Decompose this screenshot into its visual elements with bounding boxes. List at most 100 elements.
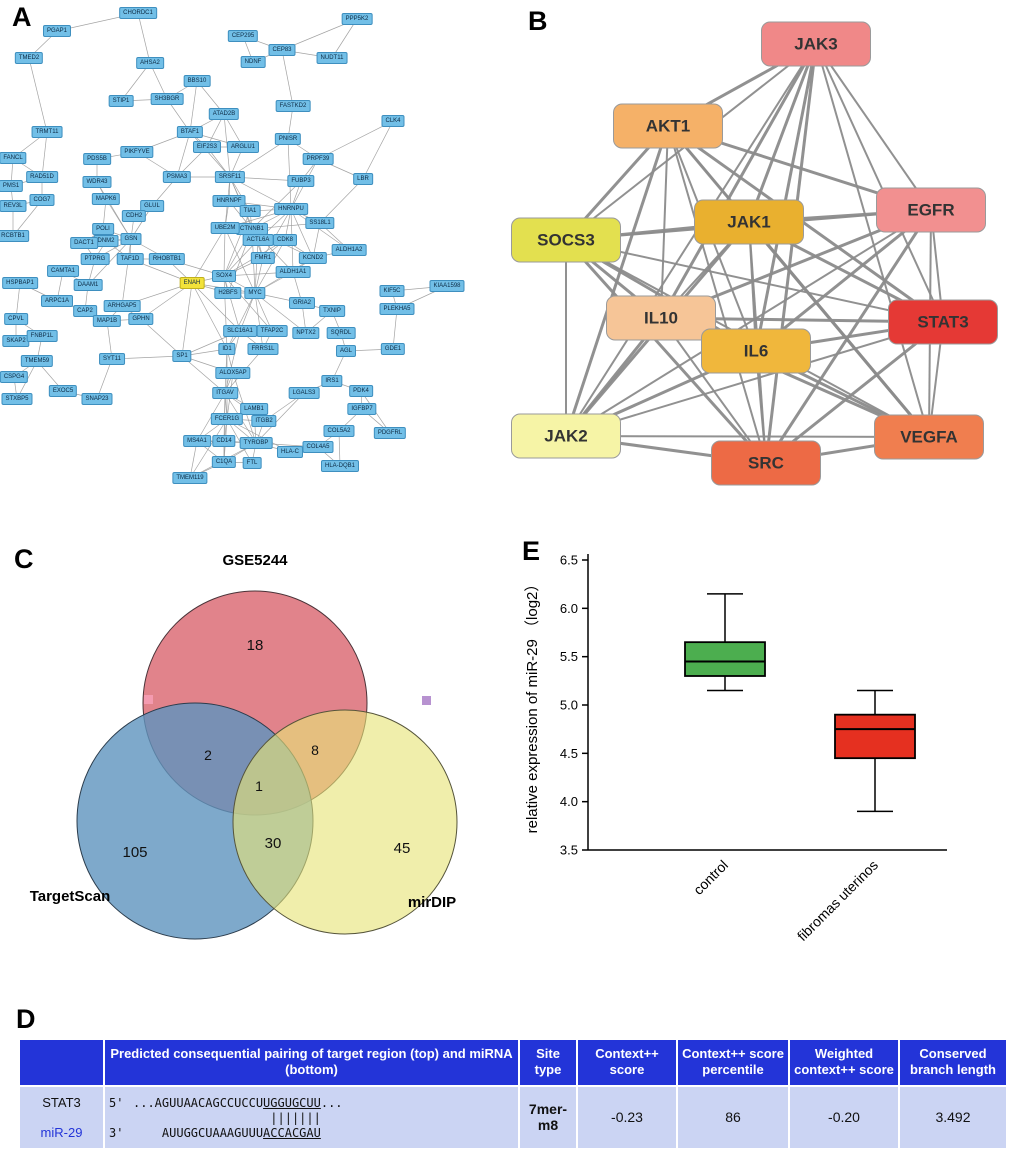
hub-node-egfr: EGFR — [876, 187, 986, 233]
gene-node-fancl: FANCL — [0, 152, 27, 164]
venn-set-label-targetscan: TargetScan — [30, 888, 111, 905]
mirna-sequence-line: 3' AUUGGCUAAAGUUUACCACGAU — [109, 1125, 321, 1140]
gene-node-aldh1a1: ALDH1A1 — [275, 266, 311, 278]
targetscan-table: Predicted consequential pairing of targe… — [18, 1038, 1008, 1150]
site-type-value: 7mer-m8 — [518, 1084, 578, 1150]
gene-node-fubp3: FUBP3 — [287, 175, 315, 187]
gene-node-kiaa1598: KIAA1598 — [429, 280, 465, 292]
gene-node-txnip: TXNIP — [319, 305, 345, 317]
venn-count-targetscan-only: 105 — [122, 844, 147, 861]
gene-mirna-cell: STAT3 miR-29 — [18, 1084, 105, 1150]
gene-node-prpf39: PRPF39 — [302, 153, 334, 165]
header-pairing: Predicted consequential pairing of targe… — [103, 1038, 520, 1087]
context-score-value: -0.23 — [576, 1084, 678, 1150]
gene-node-col4a5: COL4A5 — [302, 441, 334, 453]
pairing-cell: 5' ...AGUUAACAGCCUCCUUGGUGCUU... ||||||| … — [103, 1084, 520, 1150]
panel-a-label: A — [12, 2, 32, 32]
gene-node-tmed2: TMED2 — [14, 52, 44, 64]
gene-node-cep83: CEP83 — [268, 44, 296, 56]
gene-node-lamb1: LAMB1 — [240, 403, 268, 415]
table-header-row: Predicted consequential pairing of targe… — [18, 1038, 1008, 1087]
gene-node-slc16a1: SLC16A1 — [223, 325, 257, 337]
gene-node-daam1: DAAM1 — [73, 279, 103, 291]
gene-node-tmem119: TMEM119 — [172, 472, 208, 484]
gene-node-ahsa2: AHSA2 — [136, 57, 164, 69]
pairing-bars-line: ||||||| — [133, 1110, 321, 1125]
gene-node-pms1: PMS1 — [0, 180, 24, 192]
gene-node-irs1: IRS1 — [321, 375, 343, 387]
gene-node-taf1d: TAF1D — [116, 253, 144, 265]
panel-d-targetscan-table: Predicted consequential pairing of targe… — [18, 1038, 1008, 1164]
gene-node-pdk4: PDK4 — [349, 385, 373, 397]
gene-node-gsn: GSN — [120, 233, 142, 245]
branch-length-value: 3.492 — [898, 1084, 1008, 1150]
svg-text:3.5: 3.5 — [560, 843, 578, 858]
gene-node-ss18l1: SS18L1 — [305, 217, 335, 229]
gene-node-fastkd2: FASTKD2 — [275, 100, 311, 112]
gene-node-actl6a: ACTL6A — [242, 234, 274, 246]
venn-diagram: GSE5244 18 2 8 1 105 30 45 TargetScan mi… — [30, 552, 458, 940]
gene-node-alox5ap: ALOX5AP — [215, 367, 251, 379]
gene-node-atad2b: ATAD2B — [208, 108, 240, 120]
venn-count-gse-mirdip: 8 — [311, 742, 319, 758]
gene-node-lgals3: LGALS3 — [288, 387, 320, 399]
hub-node-akt1: AKT1 — [613, 103, 723, 149]
gene-node-ms4a1: MS4A1 — [183, 435, 211, 447]
gene-node-c1qa: C1QA — [211, 456, 237, 468]
gene-node-arglu1: ARGLU1 — [226, 141, 260, 153]
gene-node-pdgfrl: PDGFRL — [373, 427, 407, 439]
gene-node-frrs1l: FRRS1L — [247, 343, 279, 355]
gene-node-sox4: SOX4 — [211, 270, 237, 282]
svg-text:6.0: 6.0 — [560, 601, 578, 616]
gene-node-bbs10: BBS10 — [183, 75, 211, 87]
hub-network-nodes: JAK3 AKT1 EGFR JAK1 SOCS3 IL10 STAT3 IL6 JAK2 SRC… — [510, 0, 1020, 520]
gene-node-cdk8: CDK8 — [272, 234, 298, 246]
venn-count-gse-only: 18 — [247, 637, 264, 654]
gene-node-sh3bgr: SH3BGR — [150, 93, 184, 105]
hub-node-jak1: JAK1 — [694, 199, 804, 245]
gene-node-stip1: STIP1 — [108, 95, 134, 107]
gene-node-dnm2: DNM2 — [93, 235, 119, 247]
gene-node-gphn: GPHN — [128, 313, 154, 325]
hub-node-il10: IL10 — [606, 295, 716, 341]
hub-node-stat3: STAT3 — [888, 299, 998, 345]
gene-node-kcnd2: KCND2 — [298, 252, 328, 264]
header-context-score: Context++ score — [576, 1038, 678, 1087]
gene-node-itgav: ITGAV — [212, 387, 238, 399]
marker-square-pink — [144, 695, 153, 704]
gene-node-pds5b: PDS5B — [83, 153, 111, 165]
mirna-name: miR-29 — [40, 1124, 83, 1140]
target-gene: STAT3 — [42, 1094, 81, 1110]
hub-node-jak2: JAK2 — [511, 413, 621, 459]
gene-node-wdr43: WDR43 — [82, 176, 112, 188]
gene-node-ptprg: PTPRG — [80, 253, 110, 265]
gene-node-camta1: CAMTA1 — [47, 265, 79, 277]
ppi-network-nodes: CHORDC1 PGAP1 PPP5K2 TMED2 CEP295 CEP83 NUDT11… — [0, 0, 505, 512]
hub-node-il6: IL6 — [701, 328, 811, 374]
svg-text:4.0: 4.0 — [560, 794, 578, 809]
panel-d-label: D — [16, 1004, 36, 1034]
gene-node-psma3: PSMA3 — [162, 171, 192, 183]
target-sequence-line: 5' ...AGUUAACAGCCUCCUUGGUGCUU... — [109, 1095, 343, 1110]
venn-set-label-mirdip: mirDIP — [408, 894, 456, 911]
gene-node-cd14: CD14 — [212, 435, 236, 447]
gene-node-cpvl: CPVL — [4, 313, 28, 325]
gene-node-igfbp7: IGFBP7 — [347, 403, 377, 415]
venn-set-label-gse5244: GSE5244 — [222, 552, 288, 569]
gene-node-map1b: MAP1B — [92, 315, 122, 327]
gene-node-btaf1: BTAF1 — [176, 126, 204, 138]
gene-node-skap2: SKAP2 — [2, 335, 30, 347]
marker-square-purple — [422, 696, 431, 705]
gene-node-pgap1: PGAP1 — [42, 25, 72, 37]
gene-node-cep295: CEP295 — [227, 30, 259, 42]
gene-node-id1: ID1 — [218, 343, 236, 355]
gene-node-cdh2: CDH2 — [121, 210, 147, 222]
panel-b-label: B — [528, 6, 548, 36]
gene-node-dact1: DACT1 — [70, 237, 98, 249]
gene-node-h2bfs: H2BFS — [214, 287, 242, 299]
header-context-percentile: Context++ score percentile — [676, 1038, 790, 1087]
panel-e-label: E — [522, 536, 541, 566]
gene-node-cspg4: CSPG4 — [0, 371, 29, 383]
gene-node-exoc5: EXOC5 — [48, 385, 78, 397]
gene-node-nudt11: NUDT11 — [316, 52, 348, 64]
